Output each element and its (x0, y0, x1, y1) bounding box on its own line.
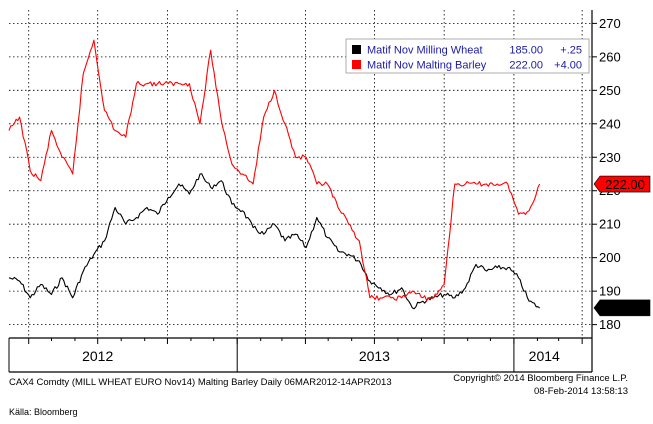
footer-timestamp: 08-Feb-2014 13:58:13 (533, 386, 628, 397)
series-lines (8, 39, 541, 310)
legend-change: +.25 (560, 45, 582, 57)
last-value-tag: 222.00 (593, 175, 651, 193)
legend-series-name: Matif Nov Malting Barley (367, 60, 487, 72)
legend-value: 185.00 (509, 45, 543, 57)
last-value-tag: 185.00 (593, 299, 651, 317)
footer-description: CAX4 Comdty (MILL WHEAT EURO Nov14) Malt… (9, 377, 392, 388)
last-value-box (593, 175, 651, 193)
legend-value: 222.00 (509, 60, 543, 72)
y-tick-label: 180 (599, 317, 621, 332)
legend-box (345, 38, 590, 74)
last-value-labels: 185.00 222.00 (593, 175, 651, 317)
year-label: 2013 (359, 348, 390, 364)
y-tick-label: 240 (599, 116, 621, 131)
y-tick-label: 200 (599, 250, 621, 265)
footer-copyright: Copyright© 2014 Bloomberg Finance L.P. (453, 373, 628, 384)
legend-change: +4.00 (554, 60, 582, 72)
legend-series-name: Matif Nov Milling Wheat (367, 45, 483, 57)
legend-swatch (352, 45, 361, 54)
legend: Matif Nov Milling Wheat 185.00 +.25 Matif N… (345, 38, 590, 74)
series-line (8, 39, 541, 301)
last-value-label: 222.00 (605, 177, 645, 192)
y-tick-label: 210 (599, 217, 621, 232)
y-tick-label: 230 (599, 150, 621, 165)
series-line (8, 173, 541, 310)
last-value-label: 185.00 (605, 301, 645, 316)
y-tick-label: 250 (599, 83, 621, 98)
x-axis: 2012 2013 2014 (28, 338, 583, 372)
source-note: Källa: Bloomberg (9, 407, 78, 417)
y-tick-label: 190 (599, 284, 621, 299)
year-label: 2014 (529, 348, 560, 364)
last-value-box (593, 299, 651, 317)
y-tick-label: 270 (599, 16, 621, 31)
legend-swatch (352, 60, 361, 69)
y-tick-label: 260 (599, 49, 621, 64)
year-label: 2012 (82, 348, 113, 364)
